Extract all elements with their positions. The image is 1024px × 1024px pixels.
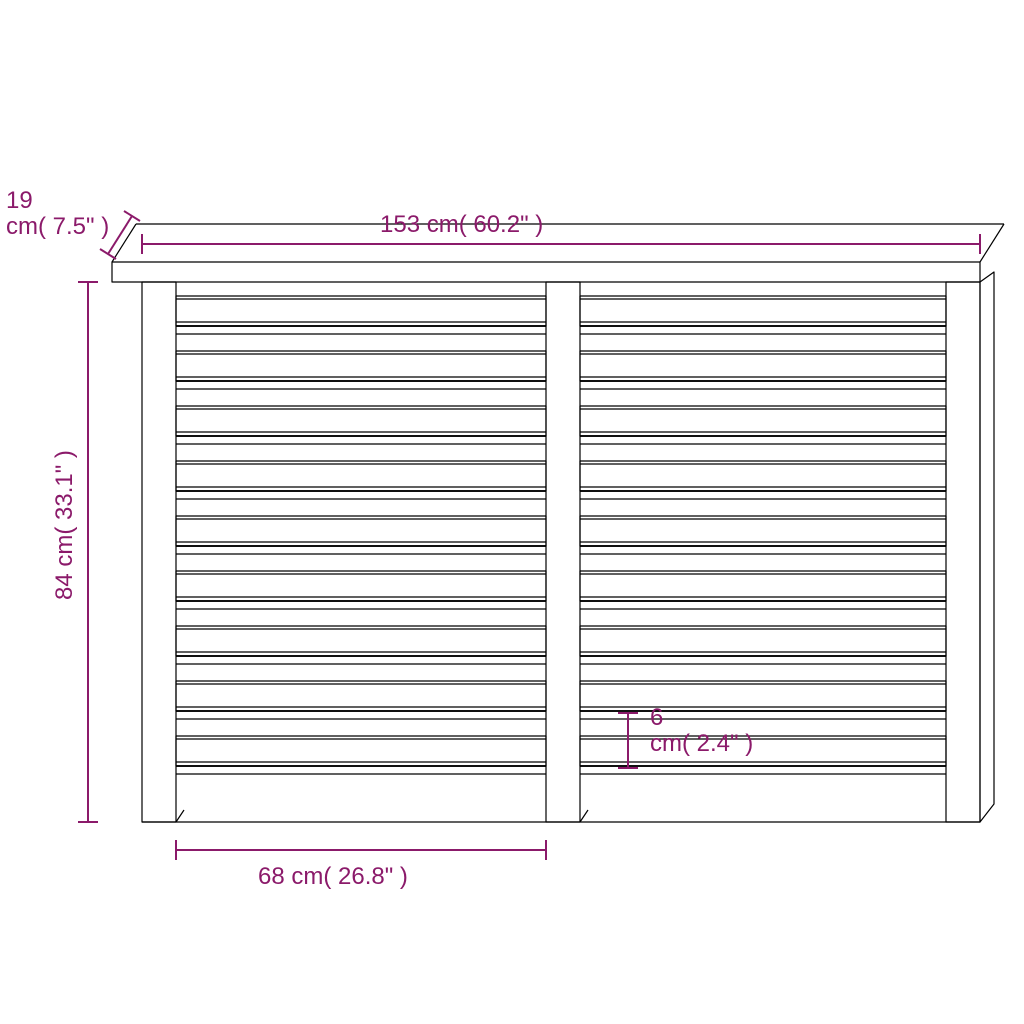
dimension-label: 19cm( 7.5" ) [6,187,109,240]
dimension-label: 6cm( 2.4" ) [650,704,753,757]
dimension-label: 68 cm( 26.8" ) [258,863,408,890]
product-drawing [112,224,1004,822]
dimension-overlay: 19cm( 7.5" ) 153 cm( 60.2" ) 84 cm( 33.1" … [6,187,980,890]
dimension-diagram: 19cm( 7.5" ) 153 cm( 60.2" ) 84 cm( 33.1" … [0,0,1024,1024]
dimension-label: 84 cm( 33.1" ) [51,450,78,600]
dimension-label: 153 cm( 60.2" ) [380,211,543,238]
